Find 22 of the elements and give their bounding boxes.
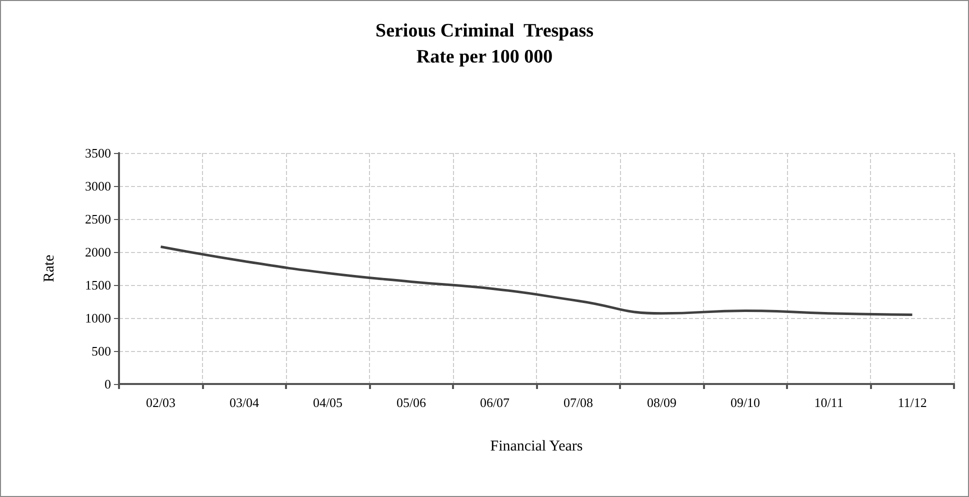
- x-tick-label: 03/04: [229, 395, 260, 410]
- y-tick-label: 2000: [85, 244, 111, 260]
- x-tick-label: 09/10: [730, 395, 760, 410]
- x-tick-label: 06/07: [480, 395, 510, 410]
- x-tick-label: 07/08: [563, 395, 594, 410]
- y-tick-label: 3000: [85, 178, 111, 194]
- line-series: [160, 245, 914, 316]
- y-axis-title: Rate: [42, 254, 58, 282]
- y-tick-label: 500: [92, 344, 111, 358]
- y-tick-label: 1500: [85, 278, 111, 292]
- x-tick-label: 08/09: [646, 395, 677, 410]
- chart-title: Serious Criminal Trespass Rate per 100 000: [376, 20, 594, 68]
- y-tick-label: 1000: [85, 310, 111, 326]
- x-tick-label: 10/11: [814, 395, 844, 410]
- x-tick-label: 11/12: [898, 395, 927, 410]
- x-tick-label: 04/05: [312, 395, 343, 410]
- x-tick-label: 02/03: [146, 395, 176, 410]
- y-tick-label: 3500: [85, 146, 111, 160]
- y-tick-label: 0: [104, 376, 111, 392]
- x-axis-title: Financial Years: [490, 438, 583, 454]
- x-tick-label: 05/06: [396, 395, 427, 410]
- y-tick-label: 2500: [85, 212, 111, 226]
